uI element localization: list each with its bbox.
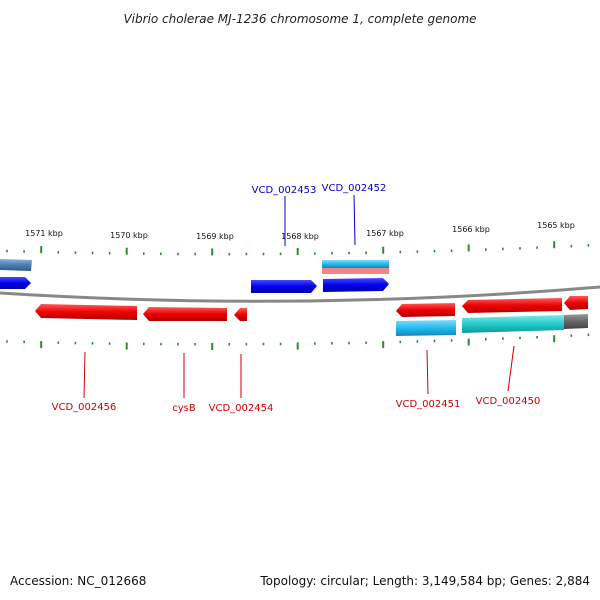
leader-line-VCD_002450 [507, 345, 515, 392]
tick-label-1568: 1568 kbp [281, 232, 319, 241]
accession-text: Accession: NC_012668 [10, 574, 147, 588]
leader-line-VCD_002452 [353, 194, 356, 246]
gene-label-VCD_002454[interactable]: VCD_002454 [209, 403, 274, 414]
tick-marks-upper [6, 241, 590, 256]
topology-text: Topology: circular; Length: 3,149,584 bp… [260, 574, 590, 588]
chromosome-backbone [0, 285, 600, 303]
map-title: Vibrio cholerae MJ-1236 chromosome 1, co… [123, 12, 476, 26]
gene-arrow-VCD_002450[interactable] [462, 298, 562, 313]
gene-arrow-cysB[interactable] [143, 307, 227, 321]
gene-label-cysB[interactable]: cysB [172, 403, 196, 414]
gene-label-VCD_002456[interactable]: VCD_002456 [52, 402, 117, 413]
gene-label-VCD_002452[interactable]: VCD_002452 [322, 183, 387, 194]
gene-arrow-VCD_002452[interactable] [323, 278, 389, 292]
cds-feature-pink-2452[interactable] [322, 268, 389, 274]
leader-line-VCD_002456 [83, 351, 86, 399]
gene-arrow-VCD_002453[interactable] [251, 280, 317, 293]
cds-feature-gray-right[interactable] [564, 314, 588, 329]
cds-feature-steel-left[interactable] [0, 259, 32, 271]
cds-feature-cyan-2451[interactable] [396, 320, 456, 336]
leader-line-VCD_002451 [426, 349, 429, 395]
tick-label-1565: 1565 kbp [537, 221, 575, 230]
tick-marks-lower [6, 333, 590, 350]
gene-arrow-VCD_002454[interactable] [234, 308, 247, 321]
gene-arrow-forward-left-edge[interactable] [0, 277, 31, 289]
tick-label-1566: 1566 kbp [452, 225, 490, 234]
gene-label-VCD_002453[interactable]: VCD_002453 [252, 185, 317, 196]
gene-arrow-VCD_002456[interactable] [35, 304, 137, 320]
gene-label-VCD_002450[interactable]: VCD_002450 [476, 396, 541, 407]
gene-arrow-VCD_002451[interactable] [396, 303, 455, 317]
tick-label-1569: 1569 kbp [196, 232, 234, 241]
gene-label-VCD_002451[interactable]: VCD_002451 [396, 399, 461, 410]
tick-label-1567: 1567 kbp [366, 229, 404, 238]
gene-arrow-reverse-right-edge[interactable] [564, 296, 588, 310]
cds-feature-cyan-2452[interactable] [322, 260, 389, 268]
tick-label-1570: 1570 kbp [110, 231, 148, 240]
cds-feature-teal-2450[interactable] [462, 315, 564, 333]
tick-label-1571: 1571 kbp [25, 229, 63, 238]
